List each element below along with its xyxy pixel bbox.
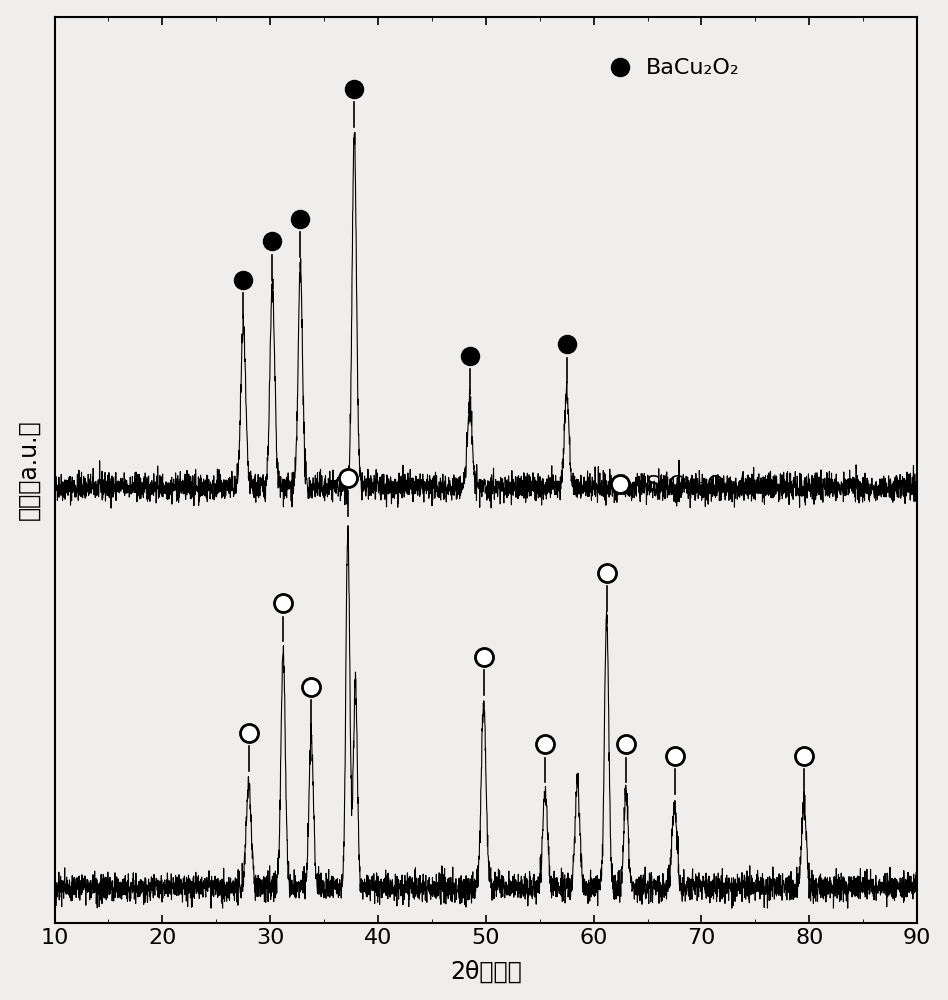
Text: BaCu₂O₂: BaCu₂O₂ [646,58,739,78]
X-axis label: 2θ（度）: 2θ（度） [450,959,521,983]
Text: SrCu₂O₂: SrCu₂O₂ [646,475,734,495]
Y-axis label: 强度（a.u.）: 强度（a.u.） [17,420,41,520]
